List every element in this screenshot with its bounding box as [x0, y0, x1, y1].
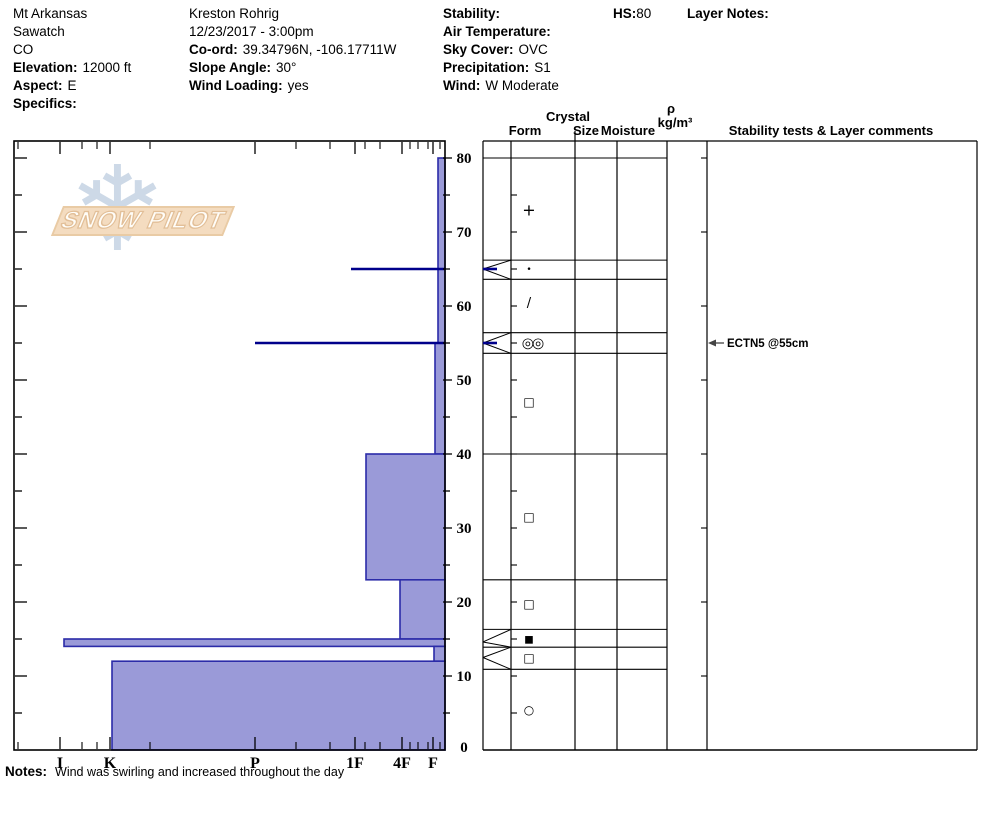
layer-notes-block: Layer Notes:: [687, 5, 769, 23]
snowflake-icon: ❄: [68, 140, 167, 278]
dot-crystal: •: [526, 265, 531, 275]
hardness-axis: I K P 1F 4F F: [17, 142, 441, 772]
hardness-label: 1F: [346, 755, 364, 772]
wedge-line: [482, 342, 512, 354]
coord-field: Co-ord: 39.34796N, -106.17711W: [189, 42, 397, 57]
depth-ticks: [15, 157, 452, 714]
site-state: CO: [13, 42, 34, 57]
wedge-line: [482, 332, 512, 344]
slash-crystal: /: [527, 296, 532, 311]
open-square-crystal: □: [523, 395, 534, 409]
wedge-line: [482, 646, 512, 658]
layer-bar: [434, 342, 446, 455]
crystal-symbols: + • / ◎◎ □ □ □ ■ □ ○: [522, 200, 546, 717]
specifics-field: Specifics:: [13, 96, 77, 111]
ringed-cluster-crystal: ◎◎: [522, 336, 544, 352]
precipitation-field: Precipitation: S1: [443, 60, 551, 75]
wedge-line: [482, 657, 512, 670]
layer-bar: [111, 660, 446, 751]
open-square-crystal: □: [523, 510, 534, 524]
depth-label: 30: [457, 521, 472, 537]
layer-bar: [399, 578, 446, 640]
layer-wedges: [482, 259, 512, 670]
notes-label: Notes:: [5, 764, 48, 779]
hs-value: 80: [636, 6, 652, 21]
wedge-line: [482, 268, 512, 280]
layer-bar: [365, 453, 446, 581]
wedge-line: [482, 641, 512, 648]
wind-loading-field: Wind Loading: yes: [189, 78, 309, 93]
rho-header: ρ: [666, 101, 676, 116]
wedge-line: [482, 259, 512, 270]
logo-banner: SNOW PILOT: [50, 206, 236, 236]
elevation-field: Elevation: 12000 ft: [13, 60, 132, 75]
crystal-table: [482, 131, 978, 751]
open-square-crystal: □: [523, 597, 534, 611]
moisture-header: Moisture: [600, 123, 656, 138]
open-circle-crystal: ○: [524, 703, 534, 717]
logo-text: SNOW PILOT: [56, 206, 230, 234]
layer-bar: [437, 157, 446, 270]
hardness-bars: [63, 157, 446, 751]
air-temperature-field: Air Temperature:: [443, 24, 551, 39]
depth-label: 20: [457, 595, 472, 611]
filled-square-crystal: ■: [524, 635, 533, 646]
wedge-line: [482, 628, 512, 643]
plus-crystal: +: [522, 200, 535, 219]
chart-frame: [13, 140, 446, 751]
observer-block: Kreston Rohrig 12/23/2017 - 3:00pm Co-or…: [189, 5, 396, 95]
crystal-header: Crystal: [545, 109, 591, 124]
depth-label: 50: [457, 373, 472, 389]
layer-notes-label: Layer Notes:: [687, 6, 769, 21]
left-arrow-icon: [708, 339, 716, 347]
layer-bar: [433, 645, 446, 663]
conditions-block: Stability: Air Temperature: Sky Cover: OV…: [443, 5, 559, 95]
size-header: Size: [572, 123, 600, 138]
stability-annotation-text: ECTN5 @55cm: [727, 338, 809, 350]
wind-field: Wind: W Moderate: [443, 78, 559, 93]
stability-tests-header: Stability tests & Layer comments: [728, 123, 934, 138]
depth-axis-labels: 0 10 20 30 40 50 60 70 80: [457, 151, 472, 756]
location-block: Mt Arkansas Sawatch CO Elevation: 12000 f…: [13, 5, 131, 113]
layer-bar: [63, 638, 446, 648]
stability-field: Stability:: [443, 6, 501, 21]
depth-label: 10: [457, 669, 472, 685]
aspect-field: Aspect: E: [13, 78, 77, 93]
depth-label: 70: [457, 225, 472, 241]
depth-label: 0: [460, 740, 468, 756]
notes-line: Notes: Wind was swirling and increased th…: [5, 764, 344, 779]
hardness-label: F: [428, 755, 438, 772]
layer-bar: [437, 268, 446, 344]
rho-units-header: kg/m³: [657, 115, 693, 130]
hardness-label: 4F: [393, 755, 411, 772]
site-name: Mt Arkansas: [13, 6, 88, 21]
observer-name: Kreston Rohrig: [189, 6, 280, 21]
form-header: Form: [508, 123, 542, 138]
slope-angle-field: Slope Angle: 30°: [189, 60, 297, 75]
depth-label: 60: [457, 299, 472, 315]
depth-label: 80: [457, 151, 472, 167]
observation-datetime: 12/23/2017 - 3:00pm: [189, 24, 314, 39]
site-range: Sawatch: [13, 24, 65, 39]
open-square-crystal: □: [523, 651, 534, 665]
stability-annotations: ECTN5 @55cm: [708, 338, 809, 350]
sky-cover-field: Sky Cover: OVC: [443, 42, 548, 57]
depth-label: 40: [457, 447, 472, 463]
hs-field: HS:80: [613, 6, 652, 21]
notes-text: Wind was swirling and increased througho…: [55, 765, 345, 779]
